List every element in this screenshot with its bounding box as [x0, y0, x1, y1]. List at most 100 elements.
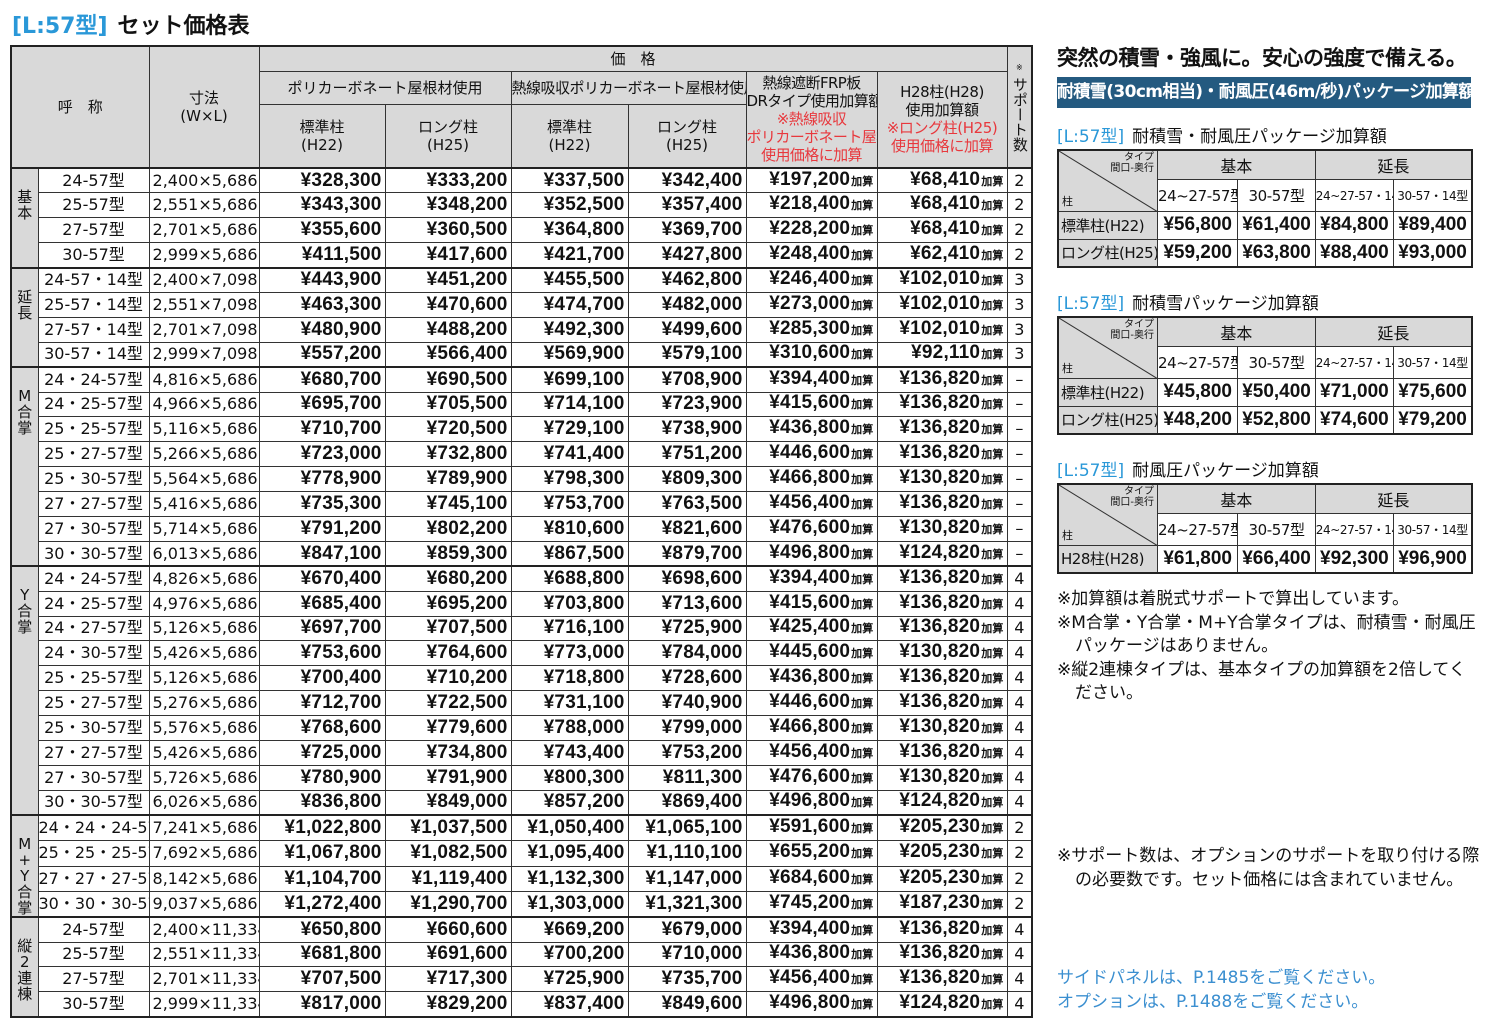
- price-heat-std: ¥688,800: [510, 565, 629, 592]
- note: ※M合掌・Y合掌・M+Y合掌タイプは、耐積雪・耐風圧パッケージはありません。: [1057, 612, 1476, 657]
- price-heat-std: ¥1,132,300: [510, 865, 629, 893]
- table-row: 25-57型 2,551×11,334 ¥681,800 ¥691,600 ¥700,2…: [11, 941, 1033, 968]
- diagonal-line: [1059, 318, 1156, 377]
- group-label: Y合掌: [10, 565, 39, 816]
- header-heat-long: ロング柱 (H25): [627, 103, 747, 169]
- package-title-text: 耐風圧パッケージ加算額: [1132, 461, 1319, 481]
- frp-addition-value: ¥394,400: [769, 367, 851, 389]
- package-price: ¥63,800: [1237, 238, 1316, 268]
- support-count: 2: [1006, 865, 1033, 893]
- package-price: ¥75,600: [1393, 377, 1473, 407]
- frp-addition-value: ¥466,800: [769, 716, 851, 738]
- frp-addition: ¥496,800加算: [745, 540, 878, 567]
- h28-addition: ¥124,820加算: [876, 789, 1008, 816]
- table-row: 24・25-57型 4,966×5,686 ¥695,700 ¥705,500 ¥714…: [11, 391, 1033, 418]
- group-label: M合掌: [10, 366, 39, 567]
- add-suffix: 加算: [981, 623, 1004, 636]
- price-heat-std: ¥753,700: [510, 491, 629, 517]
- price-heat-std: ¥788,000: [510, 715, 629, 741]
- h28-addition: ¥62,410加算: [876, 242, 1008, 269]
- column-header: 24~27-57型: [1156, 512, 1239, 546]
- frp-addition: ¥466,800加算: [745, 715, 878, 741]
- h28-addition-value: ¥130,820: [899, 716, 981, 738]
- model-name: 30-57・14型: [37, 341, 150, 368]
- h28-addition: ¥136,820加算: [876, 441, 1008, 468]
- dimensions: 2,999×7,098: [148, 341, 260, 368]
- support-count: 4: [1006, 565, 1033, 592]
- option-link[interactable]: オプションは、P.1488をご覧ください。: [1057, 991, 1369, 1012]
- price-poly-long: ¥734,800: [384, 739, 512, 766]
- table-row: 25・30-57型 5,564×5,686 ¥778,900 ¥789,900 ¥798…: [11, 466, 1033, 493]
- model-name: 24・24-57型: [37, 565, 150, 592]
- corner-cell: タイプ 間口-奥行柱: [1057, 316, 1158, 379]
- h28-addition: ¥102,010加算: [876, 316, 1008, 343]
- price-poly-std: ¥697,700: [258, 615, 386, 642]
- price-poly-long: ¥488,200: [384, 316, 512, 343]
- frp-addition: ¥218,400加算: [745, 192, 878, 219]
- price-poly-long: ¥705,500: [384, 391, 512, 418]
- h28-addition: ¥136,820加算: [876, 615, 1008, 642]
- corner-type: タイプ 間口-奥行: [1110, 486, 1154, 508]
- side-panel-link[interactable]: サイドパネルは、P.1485をご覧ください。: [1057, 968, 1386, 988]
- table-row: 27-57・14型 2,701×7,098 ¥480,900 ¥488,200 ¥492…: [11, 316, 1033, 343]
- add-suffix: 加算: [851, 499, 874, 512]
- header-name: 呼 称: [10, 45, 150, 169]
- add-suffix: 加算: [981, 175, 1004, 188]
- corner-type: タイプ 間口-奥行: [1110, 319, 1154, 341]
- h28-addition-value: ¥187,230: [899, 892, 981, 914]
- add-suffix: 加算: [851, 225, 874, 238]
- group-label: 縦2連棟: [10, 916, 39, 1018]
- frp-addition-value: ¥415,600: [769, 392, 851, 414]
- model-code: [L:57型]: [1057, 127, 1125, 147]
- price-heat-std: ¥1,050,400: [510, 814, 629, 842]
- corner-type-label: タイプ: [1123, 152, 1154, 163]
- add-suffix: 加算: [981, 924, 1004, 937]
- price-poly-std: ¥753,600: [258, 640, 386, 667]
- price-heat-long: ¥849,600: [627, 991, 747, 1018]
- add-suffix: 加算: [851, 249, 874, 262]
- model-name: 30・30-57型: [37, 789, 150, 816]
- package-price: ¥61,400: [1237, 210, 1316, 240]
- dimensions: 7,241×5,686: [148, 814, 260, 842]
- support-count: –: [1006, 416, 1033, 443]
- h28-addition-value: ¥130,820: [899, 765, 981, 787]
- add-suffix: 加算: [851, 772, 874, 785]
- table-row: 25-57型 2,551×5,686 ¥343,300 ¥348,200 ¥352,50…: [11, 192, 1033, 219]
- add-suffix: 加算: [851, 673, 874, 686]
- model-name: 27-57型: [37, 217, 150, 244]
- model-name: 30・30・30-57型: [37, 891, 150, 918]
- support-count: 4: [1006, 590, 1033, 617]
- h28-addition-value: ¥136,820: [899, 591, 981, 613]
- h28-addition-value: ¥205,230: [899, 816, 981, 838]
- price-heat-std: ¥569,900: [510, 341, 629, 368]
- add-suffix: 加算: [981, 999, 1004, 1012]
- header-row: タイプ 間口-奥行柱基本 延長: [1057, 316, 1473, 379]
- add-suffix: 加算: [981, 200, 1004, 213]
- price-poly-long: ¥707,500: [384, 615, 512, 642]
- price-poly-long: ¥829,200: [384, 991, 512, 1018]
- frp-addition-value: ¥394,400: [769, 917, 851, 939]
- package-band: 耐積雪(30cm相当)・耐風圧(46m/秒)パッケージ加算額: [1057, 77, 1475, 108]
- table-row: 30・30・30-57型9,037×5,686¥1,272,400¥1,290,…: [11, 891, 1033, 918]
- price-heat-long: ¥679,000: [627, 916, 747, 943]
- add-suffix: 加算: [851, 723, 874, 736]
- price-poly-std: ¥1,272,400: [258, 891, 386, 918]
- price-heat-long: ¥1,110,100: [627, 840, 747, 867]
- add-suffix: 加算: [981, 598, 1004, 611]
- frp-addition-value: ¥248,400: [769, 242, 851, 264]
- frp-addition: ¥445,600加算: [745, 640, 878, 667]
- price-heat-std: ¥857,200: [510, 789, 629, 816]
- price-heat-std: ¥352,500: [510, 192, 629, 219]
- corner-cell: タイプ 間口-奥行柱: [1057, 483, 1158, 546]
- pillar-label: 標準柱(H22): [1057, 210, 1158, 240]
- price-poly-std: ¥847,100: [258, 540, 386, 567]
- frp-addition: ¥684,600加算: [745, 865, 878, 893]
- price-poly-long: ¥451,200: [384, 266, 512, 293]
- price-poly-long: ¥680,200: [384, 565, 512, 592]
- group-label: 延長: [10, 266, 39, 368]
- frp-addition-value: ¥496,800: [769, 541, 851, 563]
- h28-addition-value: ¥136,820: [899, 740, 981, 762]
- price-heat-long: ¥799,000: [627, 715, 747, 741]
- price-poly-long: ¥789,900: [384, 466, 512, 493]
- add-suffix: 加算: [851, 873, 874, 886]
